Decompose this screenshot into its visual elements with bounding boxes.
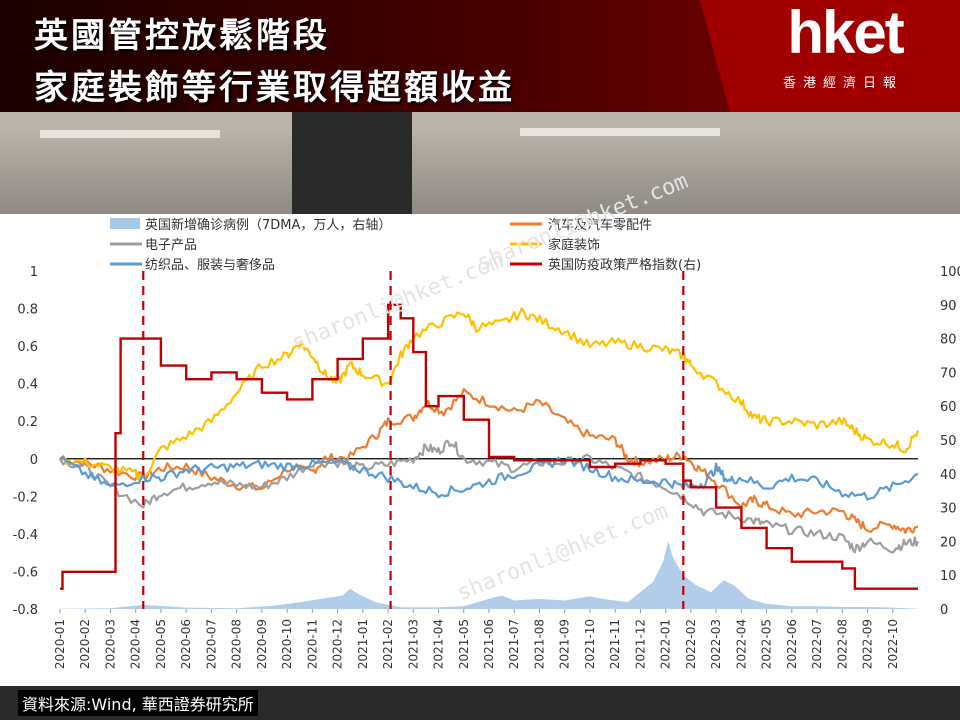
title-banner (0, 0, 960, 112)
y-right-tick-label: 60 (940, 400, 957, 415)
series-line-3 (59, 455, 919, 501)
y-left-tick-label: -0.6 (13, 565, 38, 580)
x-tick-label: 2021-08 (532, 619, 546, 669)
x-tick-label: 2020-07 (204, 619, 218, 669)
x-tick-label: 2020-03 (103, 619, 117, 669)
x-tick-label: 2020-10 (280, 619, 294, 669)
x-tick-label: 2021-07 (507, 619, 521, 669)
series-line-2 (59, 307, 920, 481)
y-left-tick-label: 1 (30, 265, 38, 280)
x-tick-label: 2020-11 (305, 619, 319, 669)
x-tick-label: 2022-04 (734, 619, 748, 669)
y-left-tick-label: -0.2 (13, 490, 38, 505)
x-tick-label: 2020-05 (154, 619, 168, 669)
series-line-1 (59, 439, 920, 554)
logo-subtitle: 香港經濟日報 (782, 76, 903, 91)
x-tick-label: 2020-01 (53, 619, 67, 669)
x-tick-label: 2022-09 (861, 619, 875, 669)
y-right-tick-label: 10 (940, 569, 957, 584)
legend-label-stringency: 英国防疫政策严格指数(右) (548, 258, 702, 273)
legend-label-auto: 汽车及汽车零配件 (548, 218, 653, 233)
x-tick-label: 2021-11 (608, 619, 622, 669)
series-area-cases (60, 541, 918, 609)
hket-logo: hket 香港經濟日報 (760, 0, 950, 102)
legend-label-cases: 英国新增确诊病例（7DMA，万人，右轴） (145, 218, 392, 233)
x-tick-label: 2021-02 (381, 619, 395, 669)
legend-label-textiles: 纺织品、服装与奢侈品 (145, 258, 276, 273)
x-tick-label: 2022-01 (659, 619, 673, 669)
x-tick-label: 2022-08 (835, 619, 849, 669)
x-tick-label: 2020-06 (179, 619, 193, 669)
x-tick-label: 2022-05 (760, 619, 774, 669)
x-tick-label: 2021-09 (558, 619, 572, 669)
y-right-tick-label: 40 (940, 468, 957, 483)
series-step-stringency (60, 303, 918, 590)
y-right-tick-label: 30 (940, 502, 957, 517)
x-tick-label: 2022-03 (709, 619, 723, 669)
y-left-tick-label: -0.4 (13, 528, 38, 543)
y-left-tick-label: 0 (30, 453, 38, 468)
y-right-tick-label: 80 (940, 333, 957, 348)
x-tick-label: 2021-05 (457, 619, 471, 669)
x-tick-label: 2021-01 (356, 619, 370, 669)
y-right-tick-label: 70 (940, 366, 957, 381)
x-tick-label: 2020-12 (331, 619, 345, 669)
y-left-tick-label: 0.2 (17, 415, 38, 430)
x-tick-label: 2021-04 (432, 619, 446, 669)
y-right-tick-label: 0 (940, 603, 948, 618)
logo-wordmark: hket (787, 0, 904, 66)
x-tick-label: 2020-08 (230, 619, 244, 669)
x-tick-label: 2020-02 (78, 619, 92, 669)
y-left-tick-label: 0.6 (17, 340, 38, 355)
y-left-tick-label: 0.4 (17, 378, 38, 393)
x-tick-label: 2020-04 (129, 619, 143, 669)
legend-label-home: 家庭装饰 (548, 238, 601, 253)
y-right-tick-label: 90 (940, 299, 957, 314)
y-left-tick-label: -0.8 (13, 603, 38, 618)
y-right-tick-label: 50 (940, 434, 957, 449)
x-tick-label: 2021-06 (482, 619, 496, 669)
source-note: 資料來源:Wind, 華西證券研究所 (18, 690, 258, 716)
legend-label-electronics: 电子产品 (145, 238, 198, 253)
x-tick-label: 2022-06 (785, 619, 799, 669)
x-tick-label: 2022-02 (684, 619, 698, 669)
y-left-tick-label: 0.8 (17, 303, 38, 318)
title-line-1: 英國管控放鬆階段 (34, 16, 330, 56)
legend-marker (110, 218, 140, 229)
x-tick-label: 2021-12 (633, 619, 647, 669)
title-line-2: 家庭裝飾等行業取得超額收益 (34, 68, 515, 108)
y-right-tick-label: 100 (940, 265, 960, 280)
x-tick-label: 2022-07 (810, 619, 824, 669)
x-tick-label: 2022-10 (886, 619, 900, 669)
x-tick-label: 2021-10 (583, 619, 597, 669)
x-tick-label: 2020-09 (255, 619, 269, 669)
series-line-0 (59, 387, 919, 534)
x-tick-label: 2021-03 (406, 619, 420, 669)
y-right-tick-label: 20 (940, 535, 957, 550)
